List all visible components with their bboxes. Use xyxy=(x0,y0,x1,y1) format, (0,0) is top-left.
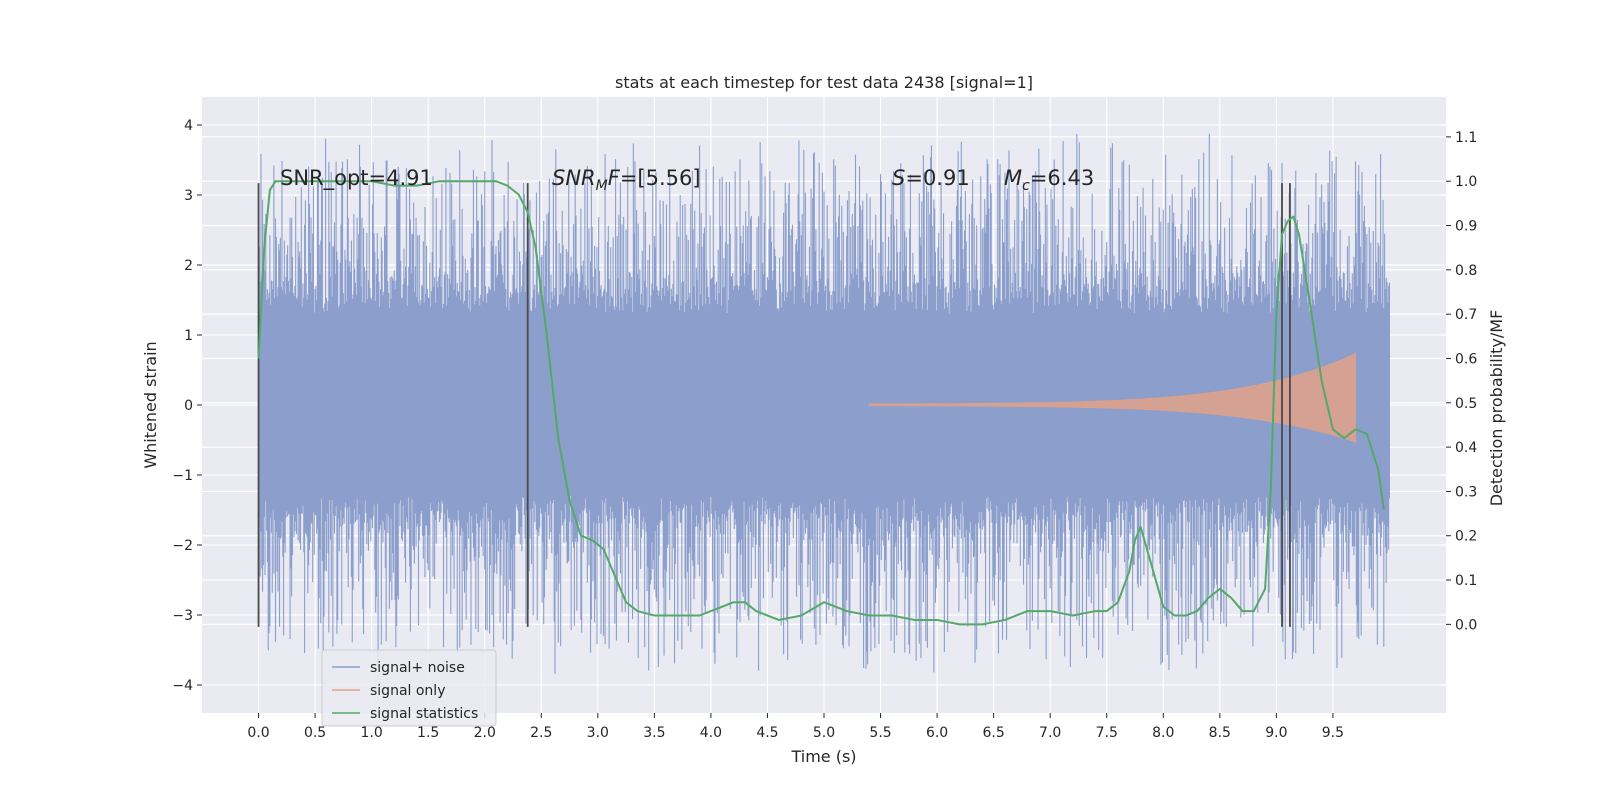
annotation-snr-opt: SNR_opt=4.91 xyxy=(280,166,433,191)
y-tick-label: 0 xyxy=(184,398,193,414)
x-tick-label: 2.5 xyxy=(530,725,552,741)
legend: signal+ noise signal only signal statist… xyxy=(321,649,497,727)
annotation-snr-mf-tail: F xyxy=(608,166,621,190)
chart-title: stats at each timestep for test data 243… xyxy=(615,73,1033,92)
x-tick-label: 6.0 xyxy=(926,725,948,741)
y2-tick-label: 0.6 xyxy=(1455,351,1477,367)
statistic-series-layer xyxy=(257,180,1385,626)
annotation-mc-base: M xyxy=(1004,166,1022,190)
x-tick-label: 2.0 xyxy=(474,725,496,741)
legend-label-signal-statistics: signal statistics xyxy=(370,706,478,722)
x-tick-label: 7.0 xyxy=(1039,725,1061,741)
x-tick-label: 6.5 xyxy=(983,725,1005,741)
y2-tick-label: 1.1 xyxy=(1455,130,1477,146)
x-tick-label: 4.0 xyxy=(700,725,722,741)
y2-axis-label: Detection probability/MF xyxy=(1487,310,1506,507)
y2-tick-label: 0.0 xyxy=(1455,617,1477,633)
y-tick-label: 2 xyxy=(184,258,193,274)
annotation-s-value: =0.91 xyxy=(905,166,969,190)
y-tick-label: 4 xyxy=(184,118,193,134)
x-tick-label: 1.0 xyxy=(361,725,383,741)
annotation-mc-sub: c xyxy=(1022,178,1030,194)
x-tick-label: 0.0 xyxy=(247,725,269,741)
marker-lines xyxy=(257,183,1291,627)
y2-tick-label: 0.2 xyxy=(1455,529,1477,545)
y-tick-label: 1 xyxy=(184,328,193,344)
x-tick-label: 5.0 xyxy=(813,725,835,741)
y2-tick-label: 0.5 xyxy=(1455,396,1477,412)
signal-only-layer xyxy=(868,352,1356,443)
x-tick-label: 9.5 xyxy=(1322,725,1344,741)
x-tick-label: 3.5 xyxy=(643,725,665,741)
x-tick-label: 8.0 xyxy=(1152,725,1174,741)
y2-tick-label: 0.8 xyxy=(1455,263,1477,279)
legend-label-signal-noise: signal+ noise xyxy=(370,660,465,676)
y-tick-label: 3 xyxy=(184,188,193,204)
legend-box xyxy=(321,649,497,727)
y2-tick-label: 0.1 xyxy=(1455,573,1477,589)
annotation-s: S=0.91 xyxy=(892,166,970,190)
y-axis-label: Whitened strain xyxy=(141,341,160,468)
y-tick-label: −3 xyxy=(172,608,193,624)
annotation-snr-mf-value: =[5.56] xyxy=(620,166,701,190)
y2-tick-label: 0.3 xyxy=(1455,484,1477,500)
x-tick-label: 0.5 xyxy=(304,725,326,741)
y2-tick-label: 0.7 xyxy=(1455,307,1477,323)
annotation-s-symbol: S xyxy=(892,166,905,190)
y2-tick-label: 0.4 xyxy=(1455,440,1477,456)
x-axis-ticks: 0.0 0.5 1.0 1.5 2.0 2.5 3.0 3.5 4.0 4.5 5.0 5.5 6.0 6… xyxy=(247,713,1344,741)
x-tick-label: 5.5 xyxy=(869,725,891,741)
x-tick-label: 3.0 xyxy=(587,725,609,741)
y-axis-ticks: 4 3 2 1 0 −1 −2 −3 −4 xyxy=(172,118,202,694)
y2-tick-label: 1.0 xyxy=(1455,174,1477,190)
x-axis-label: Time (s) xyxy=(790,747,856,766)
annotation-snr-mf-sub: M xyxy=(596,178,608,194)
y-tick-label: −1 xyxy=(172,468,193,484)
x-tick-label: 9.0 xyxy=(1265,725,1287,741)
signal-statistics-line xyxy=(257,180,1385,626)
y2-tick-label: 0.9 xyxy=(1455,219,1477,235)
y-tick-label: −4 xyxy=(172,678,193,694)
annotation-snr-mf: SNRMF=[5.56] xyxy=(552,166,701,194)
annotation-mc-value: =6.43 xyxy=(1030,166,1094,190)
annotation-mc: Mc=6.43 xyxy=(1004,166,1094,194)
x-tick-label: 1.5 xyxy=(417,725,439,741)
y2-axis-ticks: 1.1 1.0 0.9 0.8 0.7 0.6 0.5 0.4 0.3 0.2 0.1 0.0 xyxy=(1446,130,1477,633)
signal-only-band xyxy=(868,352,1356,443)
x-tick-label: 7.5 xyxy=(1096,725,1118,741)
x-tick-label: 8.5 xyxy=(1209,725,1231,741)
annotation-snr-mf-base: SNR xyxy=(552,166,596,190)
legend-label-signal-only: signal only xyxy=(370,683,445,699)
x-tick-label: 4.5 xyxy=(756,725,778,741)
y-tick-label: −2 xyxy=(172,538,193,554)
